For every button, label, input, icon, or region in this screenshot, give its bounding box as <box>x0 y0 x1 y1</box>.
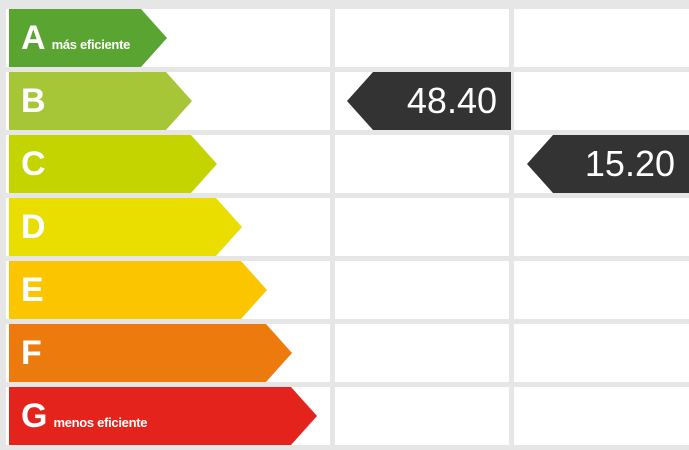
rating-row-a: A más eficiente <box>0 9 689 67</box>
rating-row-g: G menos eficiente <box>0 387 689 445</box>
rating-arrow-f: F <box>9 324 292 382</box>
rating-arrow-c: C <box>9 135 217 193</box>
column-2-cell <box>514 198 689 256</box>
rating-row-d: D <box>0 198 689 256</box>
rating-row-b: B 48.40 <box>0 72 689 130</box>
rating-letter: D <box>21 208 46 246</box>
rating-letter: G <box>21 397 48 435</box>
emissions-value: 15.20 <box>584 143 675 184</box>
rating-row-c: C 15.20 <box>0 135 689 193</box>
column-1-cell <box>335 261 509 319</box>
rating-letter: B <box>21 82 46 120</box>
rating-letter: E <box>21 271 44 309</box>
column-2-cell <box>514 387 689 445</box>
column-2-cell <box>514 72 689 130</box>
rating-row-f: F <box>0 324 689 382</box>
column-1-cell <box>335 387 509 445</box>
rating-arrow-g: G menos eficiente <box>9 387 317 445</box>
rating-arrow-e: E <box>9 261 267 319</box>
rating-arrow-d: D <box>9 198 242 256</box>
rating-label: más eficiente <box>51 36 131 52</box>
column-1-cell <box>335 135 509 193</box>
rating-arrow-a: A más eficiente <box>9 9 167 67</box>
emissions-marker: 15.20 <box>527 135 689 193</box>
column-2-cell <box>514 261 689 319</box>
rating-row-e: E <box>0 261 689 319</box>
consumption-marker: 48.40 <box>347 72 511 130</box>
consumption-value: 48.40 <box>406 80 497 121</box>
column-2-cell <box>514 324 689 382</box>
rating-label: menos eficiente <box>53 414 148 430</box>
rating-letter: F <box>21 334 42 372</box>
rating-letter: A <box>21 19 46 57</box>
column-1-cell <box>335 9 509 67</box>
column-1-cell <box>335 324 509 382</box>
rating-arrow-b: B <box>9 72 192 130</box>
column-1-cell <box>335 198 509 256</box>
column-2-cell <box>514 9 689 67</box>
rating-letter: C <box>21 145 46 183</box>
